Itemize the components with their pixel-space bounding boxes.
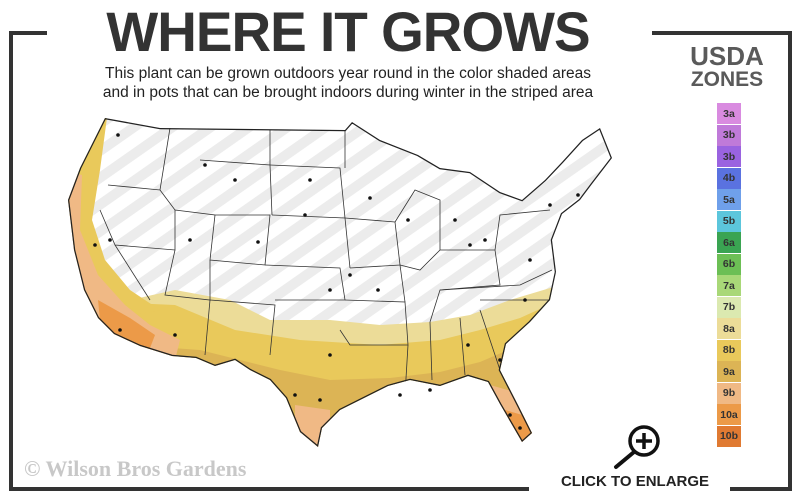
legend-zone-3a: 3a (717, 103, 741, 124)
legend-zone-9a: 9a (717, 361, 741, 382)
state-borders (99, 127, 553, 396)
city-dot (528, 258, 532, 262)
frame-left (9, 31, 13, 491)
city-dot (348, 273, 352, 277)
city-dot (93, 243, 97, 247)
subtitle-line-1: This plant can be grown outdoors year ro… (105, 65, 591, 82)
legend-zone-5b: 5b (717, 210, 741, 232)
city-dot (188, 238, 192, 242)
city-dot (376, 288, 380, 292)
legend-zone-4b: 4b (717, 167, 741, 189)
city-dot (548, 203, 552, 207)
page-title: WHERE IT GROWS (106, 0, 590, 63)
zone-9b-texas-region (295, 405, 330, 447)
frame-bottom-left (9, 487, 529, 491)
legend-title-zones: ZONES (690, 68, 764, 91)
frame-bottom-right (730, 487, 792, 491)
city-dot (303, 213, 307, 217)
city-dot (453, 218, 457, 222)
city-dot (406, 218, 410, 222)
magnifier-plus-icon (614, 425, 660, 469)
city-dot (428, 388, 432, 392)
city-dots (93, 133, 580, 430)
city-dot (108, 238, 112, 242)
city-dot (523, 298, 527, 302)
legend-zone-6b: 6b (717, 253, 741, 275)
city-dot (318, 398, 322, 402)
frame-top-left (9, 31, 47, 35)
legend-zone-8a: 8a (717, 318, 741, 339)
city-dot (308, 178, 312, 182)
legend-zone-7a: 7a (717, 275, 741, 296)
city-dot (173, 333, 177, 337)
city-dot (233, 178, 237, 182)
legend-title-usda: USDA (690, 41, 764, 71)
zone-legend: 3a 3b 3b 4b 5a 5b 6a 6b 7a 7b 8a 8b 9a 9b 10a 10b (717, 103, 741, 447)
city-dot (118, 328, 122, 332)
city-dot (498, 358, 502, 362)
city-dot (466, 343, 470, 347)
city-dot (368, 196, 372, 200)
frame-top-right (652, 31, 792, 35)
frame-right (788, 31, 792, 491)
subtitle-line-2: and in pots that can be brought indoors … (102, 84, 594, 101)
city-dot (328, 288, 332, 292)
legend-zone-5a: 5a (717, 189, 741, 210)
city-dot (576, 193, 580, 197)
legend-zone-8b: 8b (717, 339, 741, 361)
click-to-enlarge-label: CLICK TO ENLARGE (560, 473, 710, 490)
subtitle: This plant can be grown outdoors year ro… (48, 64, 648, 102)
city-dot (508, 413, 512, 417)
legend-zone-7b: 7b (717, 296, 741, 318)
legend-zone-10b: 10b (717, 425, 741, 447)
zone-10a-socal-region (98, 300, 155, 348)
city-dot (116, 133, 120, 137)
legend-title: USDA ZONES (672, 41, 782, 92)
legend-zone-3b: 3b (717, 124, 741, 146)
city-dot (398, 393, 402, 397)
map-fill (68, 118, 612, 447)
city-dot (468, 243, 472, 247)
city-dot (256, 240, 260, 244)
legend-zone-3b: 3b (717, 146, 741, 167)
city-dot (328, 353, 332, 357)
legend-zone-6a: 6a (717, 232, 741, 253)
city-dot (293, 393, 297, 397)
copyright-watermark: © Wilson Bros Gardens (24, 456, 247, 481)
city-dot (483, 238, 487, 242)
city-dot (518, 426, 522, 430)
click-to-enlarge-button[interactable]: CLICK TO ENLARGE (540, 420, 730, 495)
city-dot (203, 163, 207, 167)
legend-zone-10a: 10a (717, 404, 741, 425)
legend-zone-9b: 9b (717, 382, 741, 404)
